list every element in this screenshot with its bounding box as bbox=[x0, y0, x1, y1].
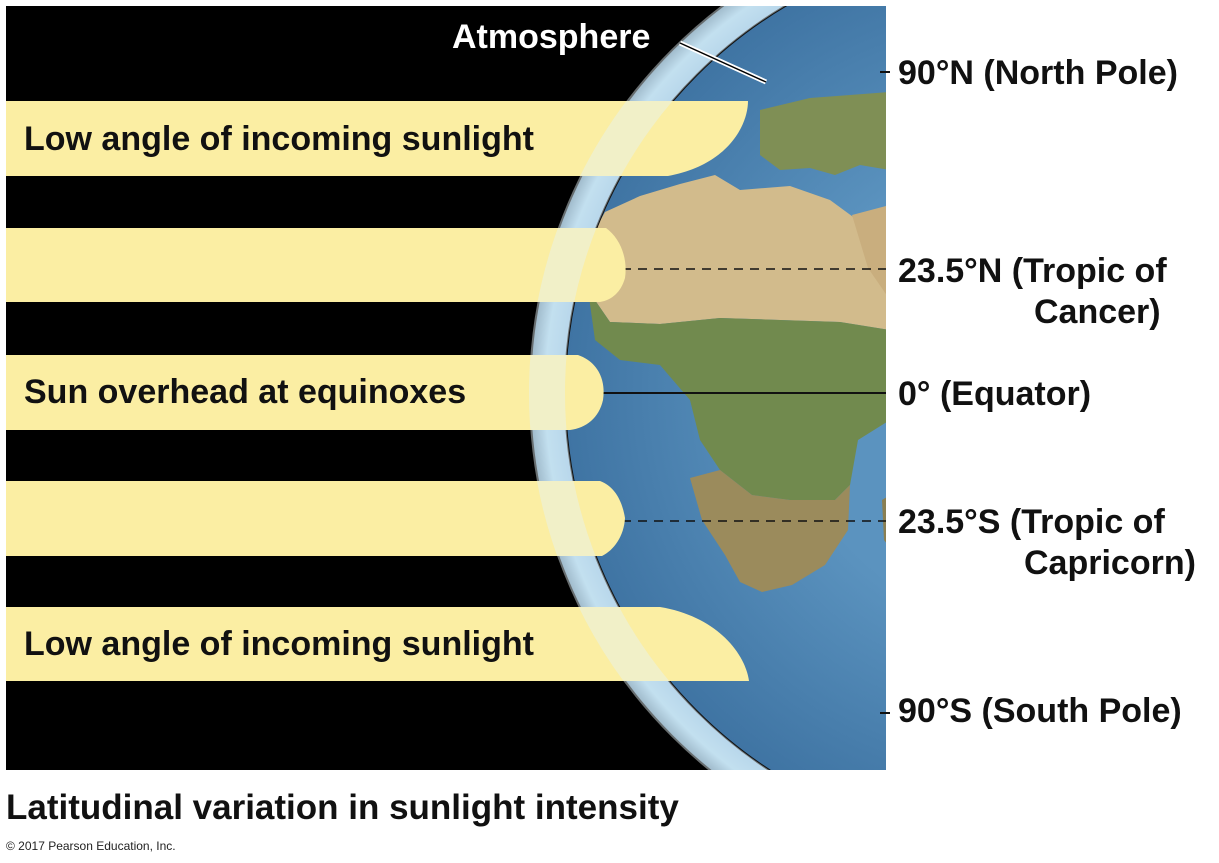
beam-label-middle: Sun overhead at equinoxes bbox=[24, 373, 466, 411]
sunlight-beam-top bbox=[6, 101, 748, 176]
europe-landmass bbox=[760, 92, 886, 175]
sunlight-beam-lower bbox=[6, 481, 625, 556]
earth-globe bbox=[564, 6, 886, 770]
label-tropic-cancer-2: Cancer) bbox=[1034, 293, 1161, 331]
sunlight-beam-middle bbox=[6, 355, 604, 430]
label-tropic-capricorn-2: Capricorn) bbox=[1024, 544, 1196, 582]
africa-north-landmass bbox=[585, 175, 886, 330]
arabia-landmass bbox=[852, 205, 886, 300]
sunlight-beam-bottom bbox=[6, 607, 749, 681]
label-tropic-cancer-1: 23.5°N (Tropic of bbox=[898, 252, 1167, 290]
sunlight-beam-upper bbox=[6, 228, 626, 302]
sunlight-beams bbox=[6, 101, 749, 681]
label-south-pole: 90°S (South Pole) bbox=[898, 692, 1182, 730]
label-north-pole: 90°N (North Pole) bbox=[898, 54, 1178, 92]
label-tropic-capricorn-1: 23.5°S (Tropic of bbox=[898, 503, 1165, 541]
beam-label-top: Low angle of incoming sunlight bbox=[24, 120, 534, 158]
africa-south-landmass bbox=[690, 470, 850, 592]
atmosphere-overlay bbox=[529, 6, 786, 770]
label-equator: 0° (Equator) bbox=[898, 375, 1091, 413]
latitude-labels: 90°N (North Pole) 23.5°N (Tropic of Canc… bbox=[898, 54, 1196, 730]
madagascar-landmass bbox=[882, 495, 886, 548]
figure-caption: Latitudinal variation in sunlight intens… bbox=[6, 788, 679, 827]
beam-label-bottom: Low angle of incoming sunlight bbox=[24, 625, 534, 663]
copyright-notice: © 2017 Pearson Education, Inc. bbox=[6, 839, 176, 853]
atmosphere-label: Atmosphere bbox=[452, 18, 650, 56]
africa-central-landmass bbox=[588, 290, 886, 500]
